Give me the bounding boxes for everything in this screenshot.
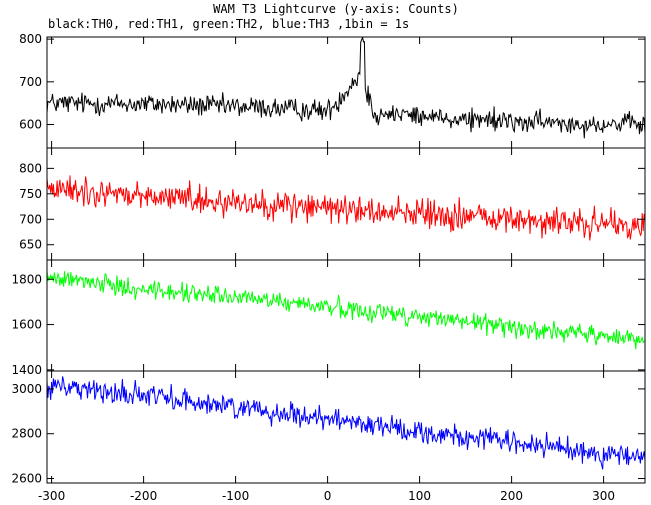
x-tick-label: 200 (500, 489, 523, 503)
y-tick-label: 750 (19, 187, 42, 201)
x-tick-label: -200 (130, 489, 157, 503)
y-tick-label: 1400 (11, 363, 42, 377)
x-tick-label: -300 (38, 489, 65, 503)
y-tick-label: 1800 (11, 272, 42, 286)
chart-subtitle: black:TH0, red:TH1, green:TH2, blue:TH3 … (48, 17, 409, 31)
series-line-th2 (47, 270, 645, 350)
y-tick-label: 800 (19, 161, 42, 175)
y-tick-label: 700 (19, 75, 42, 89)
panel-th2: 1400 1600 1800 (11, 259, 646, 377)
x-tick-label: -100 (222, 489, 249, 503)
y-tick-label: 650 (19, 238, 42, 252)
y-tick-label: 2600 (11, 472, 42, 486)
panel-frame (46, 370, 646, 484)
panel-frame (46, 259, 646, 372)
x-tick-label: 0 (324, 489, 332, 503)
panel-th0: 600 700 800 (19, 32, 646, 149)
x-tick-label: 100 (408, 489, 431, 503)
series-line-th3 (47, 376, 645, 470)
x-tick-label: 300 (592, 489, 615, 503)
panel-th1: 650 700 750 800 (19, 147, 646, 261)
y-tick-label: 2800 (11, 427, 42, 441)
y-tick-label: 800 (19, 32, 42, 46)
y-tick-label: 600 (19, 118, 42, 132)
y-tick-label: 1600 (11, 318, 42, 332)
series-line-th1 (47, 175, 645, 241)
chart-title: WAM T3 Lightcurve (y-axis: Counts) (213, 2, 459, 16)
y-tick-label: 700 (19, 212, 42, 226)
series-line-th0 (47, 37, 645, 139)
panel-th3: 2600 2800 3000 (11, 370, 646, 486)
y-tick-label: 3000 (11, 382, 42, 396)
